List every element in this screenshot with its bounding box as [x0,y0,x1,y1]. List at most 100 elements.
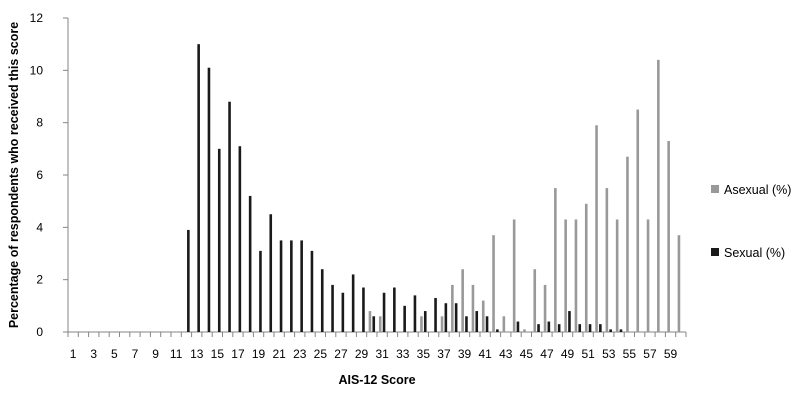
bar-sexual [413,295,417,332]
bar-asexual [451,284,454,332]
x-tick-label: 17 [231,347,245,361]
bar-sexual [444,303,448,332]
bar-sexual [454,303,458,332]
bar-asexual [677,235,681,332]
bar-asexual [502,316,506,332]
series-sexual [187,44,623,333]
x-tick-label: 19 [252,347,266,361]
bar-asexual [492,235,495,332]
bar-sexual [588,324,592,332]
legend-label-sexual: Sexual (%) [724,246,785,260]
bar-sexual [279,240,283,332]
bar-sexual [310,250,314,332]
bar-asexual [512,219,516,332]
bar-sexual [547,321,551,332]
bar-asexual [564,219,567,332]
x-tick-label: 51 [581,347,595,361]
y-tick-label: 6 [36,168,43,182]
bar-asexual [461,269,464,332]
bar-sexual [403,305,406,332]
bar-asexual [574,219,578,332]
x-tick-label: 47 [540,347,554,361]
bar-sexual [516,321,520,332]
bar-sexual [393,287,396,332]
bar-sexual [207,67,211,332]
bar-sexual [599,324,602,332]
bar-sexual [465,316,468,332]
bar-sexual [238,146,242,332]
x-tick-label: 49 [561,347,575,361]
bar-sexual [259,250,262,332]
bar-sexual [475,311,479,332]
legend-label-asexual: Asexual (%) [724,183,791,197]
x-tick-label: 27 [334,347,348,361]
x-tick-label: 21 [272,347,286,361]
bar-sexual [619,329,623,332]
x-tick-label: 5 [111,347,118,361]
bar-sexual [217,148,221,332]
x-tick-label: 31 [375,347,389,361]
x-tick-label: 15 [211,347,225,361]
bar-asexual [646,219,650,332]
bar-asexual [533,269,537,332]
bar-asexual [584,203,588,332]
bar-asexual [636,109,640,332]
x-tick-label: 45 [520,347,534,361]
legend-swatch-sexual [711,248,719,256]
x-tick-label: 39 [458,347,472,361]
y-axis-ticks: 0 2 4 6 8 10 12 [30,11,68,339]
bar-asexual [626,156,629,332]
x-axis-title: AIS-12 Score [338,373,415,387]
bar-sexual [496,329,499,332]
bar-asexual [605,188,609,332]
bar-sexual [187,229,190,332]
bar-sexual [320,269,324,332]
legend: Asexual (%) Sexual (%) [711,183,791,260]
y-axis-title: Percentage of respondents who received t… [7,22,21,328]
x-tick-label: 53 [602,347,616,361]
x-tick-label: 55 [623,347,637,361]
x-tick-label: 9 [152,347,159,361]
bar-asexual [523,329,526,332]
y-tick-label: 0 [36,325,43,339]
y-tick-label: 10 [30,63,44,77]
x-axis-ticks: 1 3 5 7 9 11 13 15 17 19 21 23 25 27 29 31 33 35 37 39 41 43 4… [67,332,687,361]
x-tick-label: 23 [293,347,307,361]
bar-sexual [578,324,582,332]
x-tick-label: 43 [499,347,513,361]
bar-sexual [485,316,489,332]
legend-swatch-asexual [711,185,719,193]
x-tick-label: 25 [314,347,328,361]
axes [67,18,686,333]
x-tick-label: 57 [643,347,657,361]
y-tick-label: 2 [36,273,43,287]
x-tick-label: 35 [417,347,431,361]
bar-sexual [423,311,427,332]
bar-asexual [543,284,547,332]
bar-sexual [351,274,355,332]
y-tick-label: 12 [30,11,44,25]
x-tick-label: 41 [478,347,492,361]
x-tick-label: 33 [396,347,410,361]
bar-asexual [471,284,475,332]
bar-sexual [197,44,200,333]
y-tick-label: 4 [36,220,43,234]
bar-asexual [378,316,382,332]
bar-sexual [609,329,612,332]
bar-sexual [372,316,376,332]
bar-sexual [382,292,386,332]
x-tick-label: 3 [90,347,97,361]
bar-sexual [269,214,273,332]
y-tick-label: 8 [36,116,43,130]
bar-sexual [434,297,437,332]
bar-asexual [420,316,423,332]
bar-asexual [667,140,670,332]
bar-asexual [368,311,372,332]
bar-sexual [331,284,334,332]
x-tick-label: 11 [170,347,183,361]
bar-sexual [341,292,345,332]
bar-asexual [657,59,660,332]
bar-asexual [595,125,598,333]
